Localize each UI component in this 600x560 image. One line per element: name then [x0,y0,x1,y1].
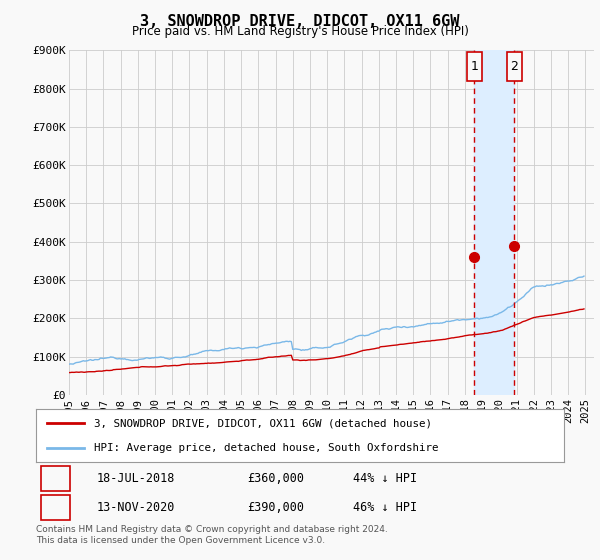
Text: 46% ↓ HPI: 46% ↓ HPI [353,501,417,514]
Text: 1: 1 [470,60,478,73]
Bar [41,496,70,520]
Text: 1: 1 [52,472,59,485]
Text: 3, SNOWDROP DRIVE, DIDCOT, OX11 6GW (detached house): 3, SNOWDROP DRIVE, DIDCOT, OX11 6GW (det… [94,418,432,428]
Text: £390,000: £390,000 [247,501,304,514]
Text: £360,000: £360,000 [247,472,304,485]
Text: 13-NOV-2020: 13-NOV-2020 [97,501,175,514]
Bar [507,52,521,81]
Text: 3, SNOWDROP DRIVE, DIDCOT, OX11 6GW: 3, SNOWDROP DRIVE, DIDCOT, OX11 6GW [140,14,460,29]
Bar [467,52,482,81]
Bar [474,50,514,395]
Text: Contains HM Land Registry data © Crown copyright and database right 2024.
This d: Contains HM Land Registry data © Crown c… [36,525,388,545]
Text: 2: 2 [52,501,59,514]
Text: HPI: Average price, detached house, South Oxfordshire: HPI: Average price, detached house, Sout… [94,442,439,452]
Text: 2: 2 [511,60,518,73]
Text: 18-JUL-2018: 18-JUL-2018 [97,472,175,485]
Bar [41,466,70,491]
Text: 44% ↓ HPI: 44% ↓ HPI [353,472,417,485]
Text: Price paid vs. HM Land Registry's House Price Index (HPI): Price paid vs. HM Land Registry's House … [131,25,469,38]
